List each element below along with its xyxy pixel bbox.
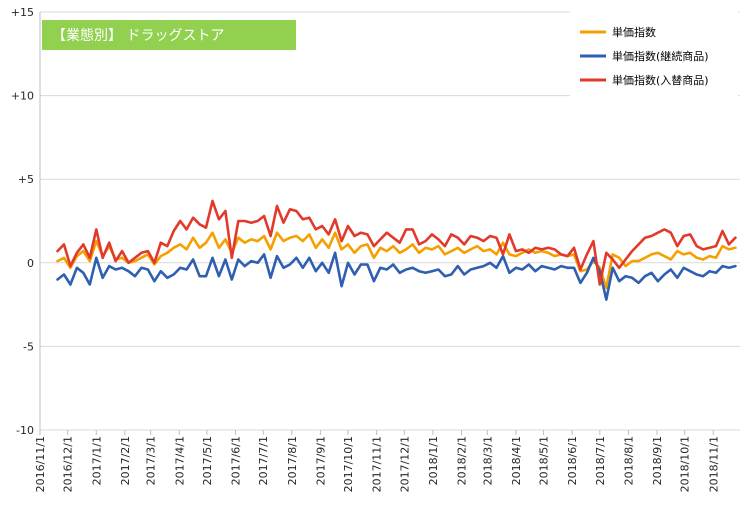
- y-tick-label: -10: [16, 424, 34, 437]
- legend: 単価指数 単価指数(継続商品) 単価指数(入替商品): [570, 10, 738, 98]
- x-tick-label: 2017/1/1: [90, 436, 103, 485]
- legend-label-unit-price: 単価指数: [612, 25, 656, 39]
- x-tick-label: 2018/5/1: [538, 436, 551, 485]
- x-axis-tick-labels: 2016/11/1 2016/12/1 2017/1/1 2017/2/1 2017/3…: [34, 436, 720, 492]
- x-tick-label: 2017/2/1: [119, 436, 132, 485]
- y-tick-label: +15: [11, 6, 34, 19]
- x-tick-label: 2017/10/1: [342, 436, 355, 492]
- x-tick-label: 2018/11/1: [707, 436, 720, 492]
- x-tick-label: 2018/6/1: [566, 436, 579, 485]
- title-tag-background: [42, 20, 296, 50]
- x-tick-label: 2018/7/1: [594, 436, 607, 485]
- legend-item: 単価指数(継続商品): [580, 49, 709, 63]
- legend-item: 単価指数(入替商品): [580, 73, 709, 87]
- legend-label-replaced-items: 単価指数(入替商品): [612, 73, 709, 87]
- x-tick-label: 2017/12/1: [398, 436, 411, 492]
- series-line-continuing-items: [56, 251, 737, 301]
- x-tick-label: 2017/8/1: [286, 436, 299, 485]
- x-tick-label: 2018/9/1: [651, 436, 664, 485]
- series-line-replaced-items: [56, 199, 737, 286]
- x-tick-label: 2016/12/1: [62, 436, 75, 492]
- x-tick-label: 2017/6/1: [230, 436, 243, 485]
- x-tick-label: 2018/8/1: [622, 436, 635, 485]
- y-tick-label: 0: [27, 257, 34, 270]
- x-tick-label: 2018/3/1: [481, 436, 494, 485]
- legend-background: [570, 10, 738, 98]
- y-axis-tick-labels: +15 +10 +5 0 -5 -10: [11, 6, 34, 437]
- x-tick-label: 2017/3/1: [145, 436, 158, 485]
- chart-title: 【業態別】 ドラッグストア: [52, 28, 224, 44]
- x-tick-label: 2017/4/1: [173, 436, 186, 485]
- chart-title-tag: 【業態別】 ドラッグストア: [42, 20, 296, 50]
- y-tick-label: +5: [18, 173, 34, 186]
- x-tick-label: 2018/4/1: [510, 436, 523, 485]
- y-tick-label: -5: [23, 340, 34, 353]
- y-tick-label: +10: [11, 90, 34, 103]
- legend-label-continuing-items: 単価指数(継続商品): [612, 49, 709, 63]
- legend-item: 単価指数: [580, 25, 656, 39]
- x-tick-label: 2016/11/1: [34, 436, 47, 492]
- x-tick-label: 2018/10/1: [679, 436, 692, 492]
- series-lines: [56, 199, 737, 301]
- x-tick-label: 2018/2/1: [455, 436, 468, 485]
- x-tick-label: 2017/7/1: [257, 436, 270, 485]
- x-tick-label: 2017/5/1: [201, 436, 214, 485]
- x-tick-label: 2017/11/1: [371, 436, 384, 492]
- x-tick-label: 2017/9/1: [314, 436, 327, 485]
- x-tick-label: 2018/1/1: [427, 436, 440, 485]
